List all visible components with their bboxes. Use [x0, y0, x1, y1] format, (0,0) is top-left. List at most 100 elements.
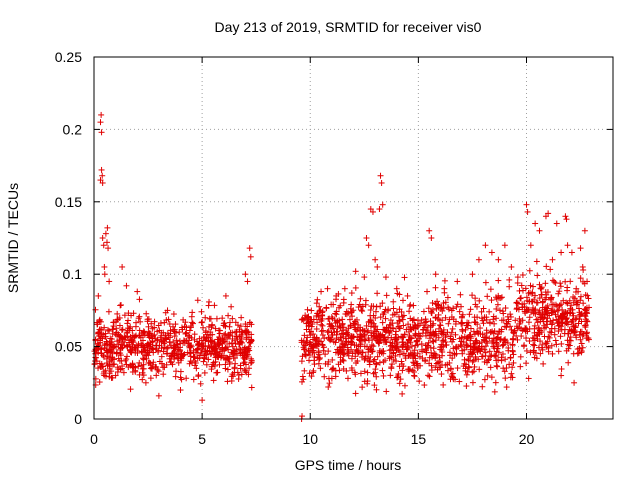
data-point: [546, 312, 553, 319]
data-point: [536, 295, 543, 302]
data-point: [233, 333, 240, 340]
data-point: [373, 303, 380, 310]
data-point: [336, 349, 343, 356]
data-point: [371, 332, 378, 339]
data-point: [96, 379, 103, 386]
data-point: [367, 312, 374, 319]
data-point: [401, 274, 408, 281]
data-point: [241, 359, 248, 366]
y-tick-label: 0: [74, 411, 82, 427]
data-point: [308, 323, 315, 330]
data-point: [387, 372, 394, 379]
data-point: [490, 330, 497, 337]
data-point: [550, 317, 557, 324]
data-point: [103, 349, 110, 356]
data-point: [549, 320, 556, 327]
data-point: [506, 283, 513, 290]
data-point: [124, 353, 131, 360]
data-point: [243, 354, 250, 361]
data-point: [368, 346, 375, 353]
data-point: [507, 354, 514, 361]
data-point: [458, 343, 465, 350]
data-point: [93, 358, 100, 365]
data-point: [139, 376, 146, 383]
data-point: [423, 327, 430, 334]
data-point: [299, 373, 306, 380]
data-point: [479, 383, 486, 390]
data-point: [530, 341, 537, 348]
data-point: [372, 256, 379, 263]
data-point: [319, 341, 326, 348]
data-point: [523, 306, 530, 313]
data-point: [528, 309, 535, 316]
data-point: [188, 335, 195, 342]
data-point: [144, 318, 151, 325]
data-point: [480, 320, 487, 327]
data-point: [237, 346, 244, 353]
data-point: [430, 352, 437, 359]
data-point: [437, 322, 444, 329]
data-point: [225, 312, 232, 319]
data-point: [437, 328, 444, 335]
data-point: [367, 307, 374, 314]
data-point: [233, 352, 240, 359]
data-point: [526, 338, 533, 345]
data-point: [575, 305, 582, 312]
data-point: [473, 356, 480, 363]
data-point: [404, 340, 411, 347]
data-point: [578, 340, 585, 347]
data-point: [244, 348, 251, 355]
data-point: [299, 413, 306, 420]
data-point: [325, 358, 332, 365]
data-point: [498, 294, 505, 301]
data-point: [527, 349, 534, 356]
data-point: [196, 341, 203, 348]
data-point: [187, 323, 194, 330]
data-point: [322, 351, 329, 358]
data-point: [508, 263, 515, 270]
data-point: [388, 364, 395, 371]
data-point: [396, 351, 403, 358]
data-point: [149, 345, 156, 352]
data-point: [524, 208, 531, 215]
data-point: [463, 371, 470, 378]
data-point: [173, 337, 180, 344]
data-point: [362, 297, 369, 304]
data-point: [356, 337, 363, 344]
data-point: [396, 306, 403, 313]
data-point: [387, 317, 394, 324]
data-point: [511, 329, 518, 336]
data-point: [341, 285, 348, 292]
data-point: [299, 316, 306, 323]
data-point: [376, 359, 383, 366]
data-point: [410, 317, 417, 324]
data-point: [519, 272, 526, 279]
data-point: [241, 366, 248, 373]
data-point: [329, 323, 336, 330]
data-point: [469, 379, 476, 386]
data-point: [493, 362, 500, 369]
data-point: [551, 278, 558, 285]
data-point: [142, 379, 149, 386]
data-point: [465, 351, 472, 358]
data-point: [187, 344, 194, 351]
data-point: [491, 345, 498, 352]
data-point: [368, 319, 375, 326]
data-point: [344, 375, 351, 382]
data-point: [131, 333, 138, 340]
data-point: [509, 341, 516, 348]
data-point: [449, 325, 456, 332]
data-point: [493, 357, 500, 364]
data-point: [104, 224, 111, 231]
data-point: [164, 307, 171, 314]
data-point: [530, 347, 537, 354]
data-point: [119, 344, 126, 351]
data-point: [236, 341, 243, 348]
data-point: [411, 347, 418, 354]
data-point: [238, 371, 245, 378]
data-point: [319, 322, 326, 329]
data-point: [171, 348, 178, 355]
data-point: [477, 325, 484, 332]
data-point: [579, 332, 586, 339]
data-point: [379, 300, 386, 307]
